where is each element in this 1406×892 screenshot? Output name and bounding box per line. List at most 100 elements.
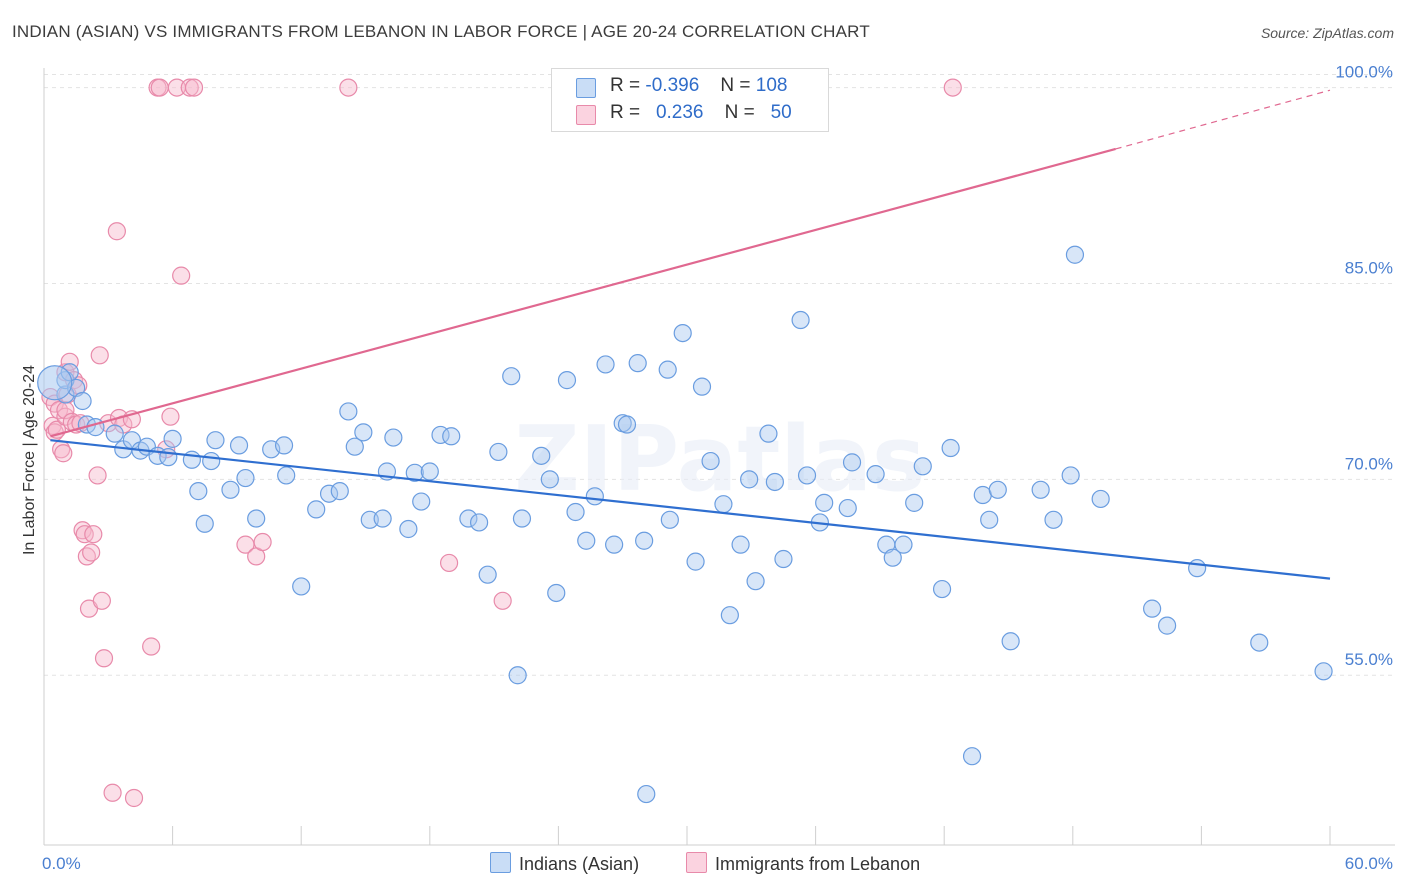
legend-r-value: 0.236 xyxy=(655,102,704,123)
trend-lines xyxy=(50,89,1331,580)
data-point xyxy=(905,493,924,512)
data-point xyxy=(229,436,249,455)
data-point xyxy=(842,453,862,472)
data-point xyxy=(163,429,182,448)
data-point xyxy=(60,352,79,371)
y-tick-labels: 55.0% 70.0% 85.0% 100.0% xyxy=(1335,63,1393,670)
data-point xyxy=(502,367,521,386)
data-point xyxy=(720,606,739,625)
data-point xyxy=(1250,633,1269,652)
data-point xyxy=(206,431,225,450)
data-point xyxy=(605,535,624,554)
data-point xyxy=(557,371,577,390)
data-point xyxy=(1158,616,1177,635)
data-point xyxy=(247,509,266,528)
data-point xyxy=(88,466,107,485)
data-point xyxy=(399,519,418,539)
source-label: Source: ZipAtlas.com xyxy=(1260,25,1394,41)
data-point xyxy=(442,427,461,446)
data-point xyxy=(274,436,294,455)
bottom-legend-label: Indians (Asian) xyxy=(519,854,640,874)
bottom-legend-swatch-blue xyxy=(490,852,511,873)
data-point xyxy=(585,487,604,506)
data-point xyxy=(838,498,857,518)
data-point xyxy=(86,418,105,437)
y-axis-label: In Labor Force | Age 20-24 xyxy=(21,365,38,555)
lebanon-points xyxy=(41,78,962,808)
data-point xyxy=(253,532,272,552)
legend-r-label: R = xyxy=(610,102,641,123)
data-point xyxy=(92,591,111,610)
data-point xyxy=(512,509,532,528)
data-point xyxy=(1031,480,1050,499)
data-point xyxy=(489,442,508,462)
legend-n-value: 50 xyxy=(770,102,792,123)
data-point xyxy=(142,637,161,656)
data-point xyxy=(791,310,810,330)
data-point xyxy=(797,466,817,485)
data-point xyxy=(962,747,982,766)
data-point xyxy=(330,482,349,501)
data-point xyxy=(124,788,144,808)
data-point xyxy=(405,463,424,482)
chart-title: INDIAN (ASIAN) VS IMMIGRANTS FROM LEBANO… xyxy=(12,22,870,41)
legend-n-label: N = xyxy=(724,102,755,123)
data-point xyxy=(883,548,902,567)
data-point xyxy=(319,484,339,503)
data-point xyxy=(941,438,960,458)
data-point-large xyxy=(37,365,73,401)
data-point xyxy=(236,468,255,488)
data-point xyxy=(596,355,615,374)
data-point xyxy=(420,462,439,481)
data-point xyxy=(913,457,932,476)
data-point xyxy=(189,482,208,501)
legend-r-label: R = xyxy=(610,75,641,96)
data-point xyxy=(660,510,679,529)
data-point xyxy=(73,391,92,411)
stats-legend: R = -0.396 N = 108 R = 0.236 N = 50 xyxy=(551,68,829,132)
data-point xyxy=(307,500,326,519)
watermark: ZIPatlas xyxy=(514,407,925,512)
data-point xyxy=(103,783,122,802)
data-point xyxy=(150,78,169,97)
data-point xyxy=(339,78,358,97)
legend-r-value: -0.396 xyxy=(645,75,700,96)
data-point xyxy=(566,502,585,522)
bottom-legend-swatch-pink xyxy=(686,852,707,873)
bottom-legend-lebanon: Immigrants from Lebanon xyxy=(686,852,920,875)
data-point xyxy=(384,428,403,447)
data-point xyxy=(459,509,478,528)
data-point xyxy=(740,470,759,489)
data-point xyxy=(172,266,191,285)
trend-line-indians xyxy=(50,439,1331,580)
data-point xyxy=(508,666,527,685)
data-point xyxy=(637,784,656,804)
data-point xyxy=(617,415,637,434)
data-point xyxy=(221,480,240,499)
x-tick-label-max: 60.0% xyxy=(1345,854,1393,873)
grid-lines xyxy=(44,74,1395,676)
legend-n-value: 108 xyxy=(755,75,788,96)
trend-line-lebanon-extension xyxy=(1115,89,1331,150)
y-tick-label: 85.0% xyxy=(1345,258,1393,277)
data-point xyxy=(628,354,647,373)
data-point xyxy=(759,424,778,443)
data-point xyxy=(90,346,109,365)
data-point xyxy=(932,579,952,599)
data-point xyxy=(731,535,750,554)
data-point xyxy=(49,401,69,420)
data-point xyxy=(202,451,221,471)
data-point xyxy=(1044,510,1063,529)
data-point xyxy=(577,531,596,550)
data-point xyxy=(180,78,199,97)
bottom-legend-indians: Indians (Asian) xyxy=(490,852,639,875)
data-point xyxy=(56,401,75,420)
data-point xyxy=(980,510,999,529)
data-point xyxy=(107,222,126,241)
data-point xyxy=(547,583,566,603)
data-point xyxy=(493,591,512,610)
data-point xyxy=(765,472,784,492)
data-point xyxy=(673,323,692,343)
data-point xyxy=(532,446,551,465)
